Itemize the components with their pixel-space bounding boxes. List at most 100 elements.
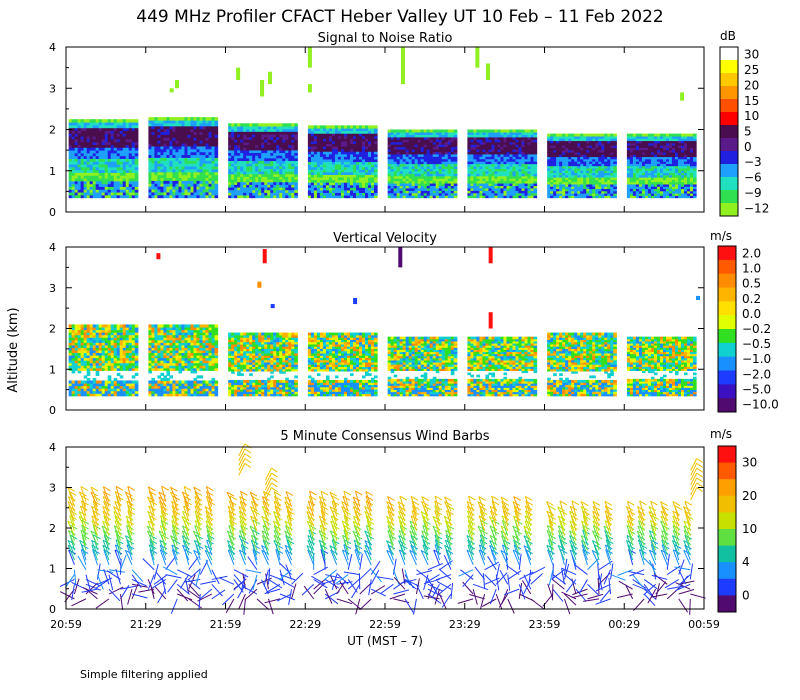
heat-cell	[181, 128, 186, 133]
heat-cell	[644, 188, 649, 192]
heat-cell	[494, 161, 499, 165]
heat-cell	[193, 142, 198, 147]
heat-cell	[319, 187, 324, 191]
heat-cell	[291, 123, 295, 127]
heat-cell	[662, 158, 667, 162]
heat-cell	[211, 140, 216, 144]
heat-cell	[240, 136, 244, 140]
heat-cell	[453, 190, 458, 194]
heat-cell	[208, 191, 213, 196]
heat-cell	[530, 170, 535, 174]
heat-cell	[175, 148, 180, 153]
heat-cell	[677, 172, 682, 176]
heat-cell	[635, 195, 640, 199]
heat-cell	[527, 180, 532, 184]
heat-cell	[80, 158, 85, 162]
heat-cell	[665, 147, 670, 151]
heat-cell	[337, 158, 342, 163]
heat-cell	[208, 120, 213, 124]
heat-cell	[134, 135, 139, 140]
heat-cell	[249, 144, 253, 148]
heat-cell	[414, 178, 419, 182]
heat-cell	[641, 163, 646, 167]
heat-cell	[580, 147, 584, 151]
heat-cell	[291, 152, 295, 156]
heat-cell	[583, 133, 587, 137]
heat-cell	[128, 158, 133, 162]
heat-cell	[592, 133, 596, 137]
heat-cell	[322, 161, 327, 165]
heat-cell	[74, 144, 79, 148]
heat-cell	[307, 194, 312, 199]
heat-cell	[580, 142, 584, 146]
heat-cell	[128, 166, 133, 171]
heat-cell	[423, 190, 428, 194]
heat-cell	[352, 182, 357, 186]
heat-cell	[503, 151, 508, 155]
heat-cell	[107, 158, 112, 162]
heat-cell	[208, 157, 213, 161]
heat-cell	[160, 142, 165, 147]
heat-cell	[331, 127, 336, 132]
heat-cell	[358, 182, 363, 186]
heat-cell	[151, 120, 156, 124]
heat-cell	[601, 177, 605, 180]
heat-cell	[387, 182, 392, 187]
heat-cell	[160, 186, 165, 190]
heat-cell	[447, 185, 452, 189]
heat-cell	[166, 191, 171, 196]
heat-cell	[547, 149, 551, 153]
heat-cell	[343, 161, 348, 165]
heat-cell	[647, 154, 652, 158]
heat-cell	[355, 189, 360, 194]
heat-cell	[613, 183, 617, 187]
heat-cell	[71, 147, 76, 151]
heat-cell	[598, 149, 602, 153]
heat-cell	[580, 140, 584, 144]
heat-cell	[674, 135, 679, 139]
heat-cell	[665, 172, 670, 176]
heat-cell	[92, 124, 97, 129]
heat-cell	[583, 154, 587, 158]
heat-cell	[411, 173, 416, 177]
heat-cell	[279, 155, 283, 159]
heat-cell	[420, 180, 425, 184]
heat-cell	[402, 158, 407, 162]
heat-cell	[467, 195, 472, 199]
heat-cell	[668, 186, 673, 190]
heat-cell	[128, 144, 133, 148]
heat-cell	[447, 178, 452, 182]
heat-cell	[467, 187, 472, 191]
heat-cell	[261, 192, 265, 196]
heat-cell	[509, 161, 514, 165]
heat-cell	[74, 186, 79, 190]
heat-cell	[131, 186, 136, 190]
heat-cell	[568, 167, 572, 171]
heat-cell	[279, 136, 283, 140]
snr-panel-title: Signal to Noise Ratio	[318, 31, 453, 46]
heat-cell	[288, 139, 292, 143]
heat-cell	[110, 183, 115, 187]
heat-cell	[365, 164, 369, 168]
heat-cell	[122, 127, 127, 131]
heat-cell	[420, 148, 425, 152]
heat-cell	[264, 141, 268, 146]
heat-cell	[399, 170, 404, 174]
heat-cell	[396, 185, 401, 189]
heat-cell	[518, 173, 523, 177]
heat-cell	[237, 165, 241, 169]
heat-cell	[524, 180, 529, 184]
heat-cell	[178, 142, 183, 147]
heat-cell	[119, 130, 124, 134]
heat-cell	[131, 124, 136, 129]
heat-cell	[671, 179, 676, 183]
heat-cell	[423, 139, 428, 143]
heat-cell	[249, 168, 253, 172]
heat-cell	[467, 139, 472, 143]
heat-cell	[205, 160, 210, 164]
heat-cell	[550, 142, 554, 146]
heat-cell	[343, 143, 348, 147]
heat-cell	[635, 133, 640, 137]
heat-cell	[294, 149, 298, 154]
heat-cell	[371, 156, 375, 160]
